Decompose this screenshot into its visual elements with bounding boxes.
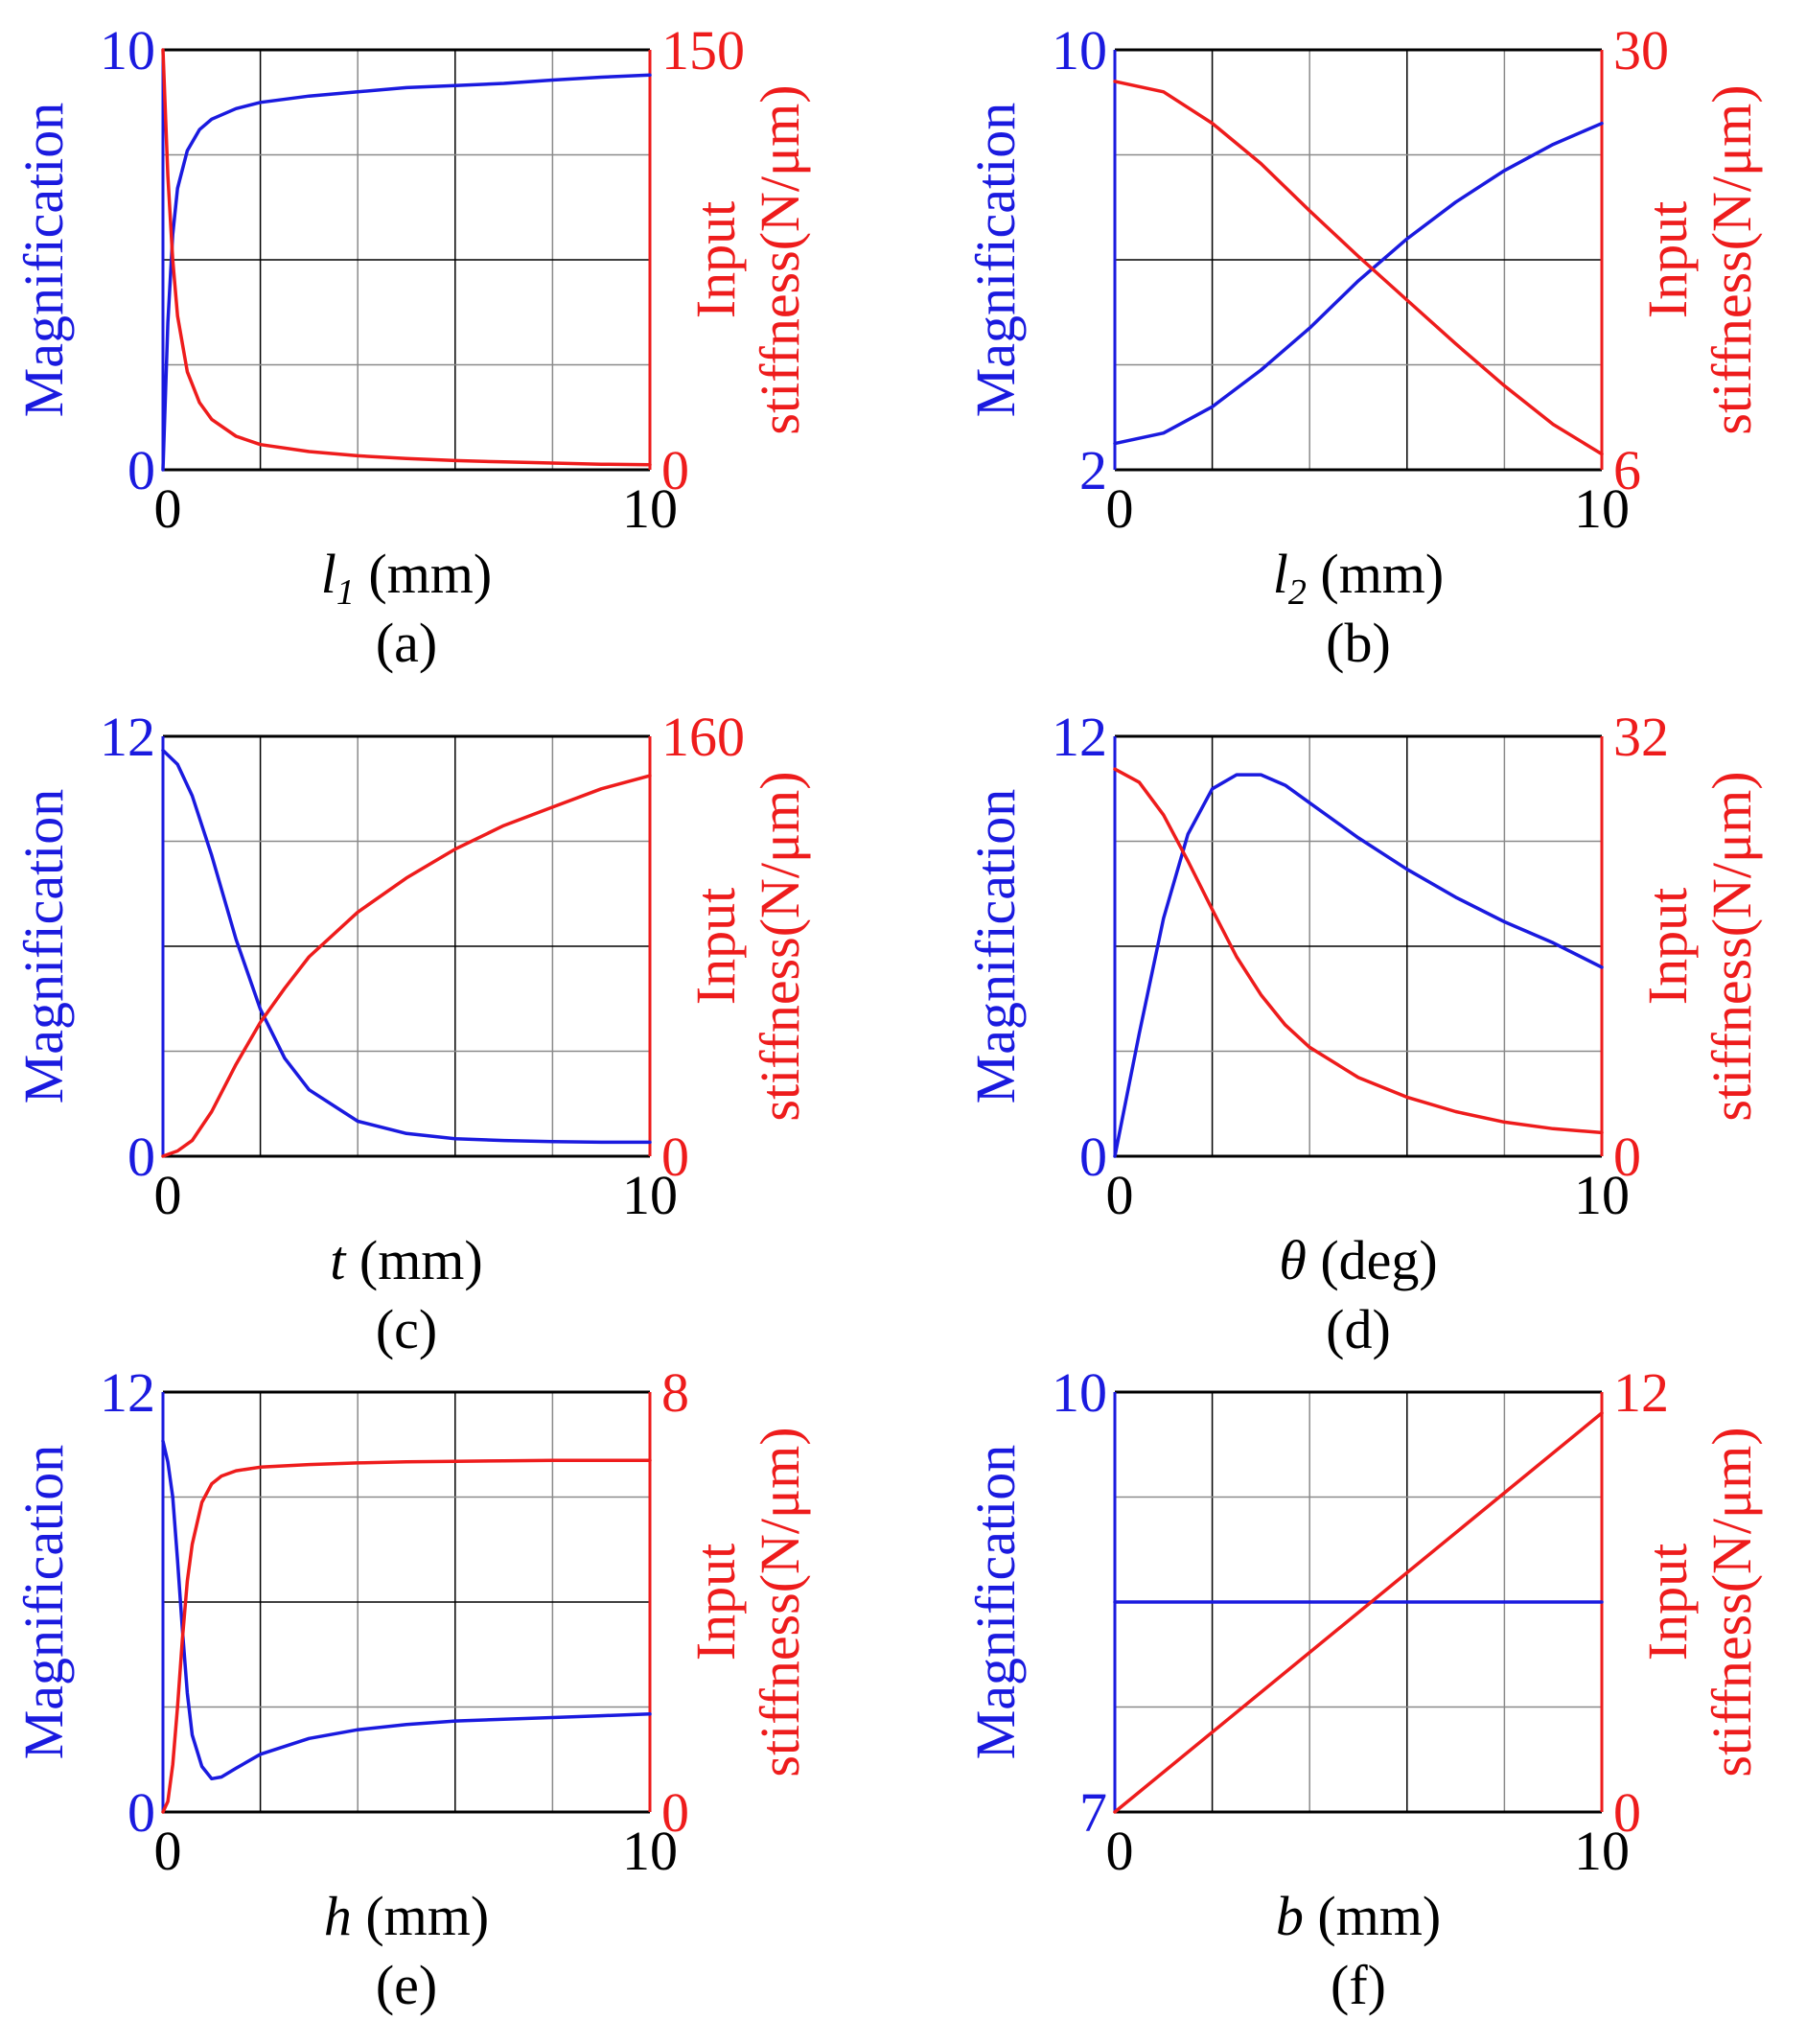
right-tick-max: 12 (1613, 1361, 1669, 1424)
left-axis-title: Magnification (12, 789, 75, 1104)
x-tick-max: 10 (622, 1820, 678, 1882)
left-tick-min: 2 (1079, 439, 1107, 501)
right-tick-min: 0 (661, 1781, 689, 1844)
x-axis-unit: (mm) (345, 1229, 482, 1291)
x-tick-min: 0 (1106, 1164, 1134, 1226)
x-axis-title: t (mm) (330, 1229, 482, 1291)
left-tick-min: 0 (127, 439, 155, 501)
left-axis-title: Magnification (964, 1445, 1027, 1760)
x-axis-variable: θ (1279, 1229, 1307, 1291)
panel-caption: (e) (376, 1954, 437, 2016)
series-line-input-stiffness (1113, 80, 1604, 456)
right-axis-title-line2: stiffness(N/μm) (1701, 84, 1763, 434)
x-axis-subscript: 1 (336, 572, 355, 613)
right-tick-min: 6 (1613, 439, 1641, 501)
right-tick-max: 150 (661, 19, 745, 81)
right-tick-max: 8 (661, 1361, 689, 1424)
left-tick-max: 12 (1052, 706, 1107, 768)
right-tick-max: 32 (1613, 706, 1669, 768)
x-axis-variable: b (1276, 1885, 1304, 1947)
x-tick-max: 10 (622, 1164, 678, 1226)
right-axis-title-line1: Input (1636, 888, 1699, 1005)
x-axis-variable: l (321, 543, 336, 605)
x-tick-max: 10 (1574, 477, 1630, 540)
left-tick-max: 12 (100, 706, 155, 768)
x-axis-title: l1 (mm) (321, 543, 492, 613)
left-tick-min: 0 (127, 1126, 155, 1188)
x-axis-unit: (mm) (1304, 1885, 1441, 1947)
x-axis-unit: (deg) (1307, 1229, 1438, 1291)
series-line-magnification (161, 1439, 652, 1781)
right-tick-max: 160 (661, 706, 745, 768)
left-tick-min: 0 (1079, 1126, 1107, 1188)
x-axis-unit: (mm) (355, 543, 492, 605)
right-axis-title-line2: stiffness(N/μm) (1701, 771, 1763, 1121)
left-tick-max: 12 (100, 1361, 155, 1424)
right-tick-min: 0 (1613, 1126, 1641, 1188)
series-line-input-stiffness (161, 48, 652, 467)
x-axis-unit: (mm) (1307, 543, 1444, 605)
right-axis-title-line2: stiffness(N/μm) (749, 771, 811, 1121)
series-line-magnification (161, 73, 652, 472)
left-axis-title: Magnification (964, 789, 1027, 1104)
panel-caption: (b) (1326, 612, 1391, 674)
series-line-magnification (1113, 773, 1604, 1158)
series-line-input-stiffness (161, 1458, 652, 1814)
x-axis-variable: h (324, 1885, 352, 1947)
series-line-magnification (161, 748, 652, 1145)
right-tick-max: 30 (1613, 19, 1669, 81)
x-tick-min: 0 (154, 477, 182, 540)
left-axis-title: Magnification (964, 103, 1027, 418)
series-line-magnification (1113, 121, 1604, 446)
right-axis-title-line2: stiffness(N/μm) (749, 1427, 811, 1777)
right-axis-title-line1: Input (684, 888, 747, 1005)
series-line-input-stiffness (1113, 767, 1604, 1135)
x-axis-title: θ (deg) (1279, 1229, 1437, 1291)
left-axis-title: Magnification (12, 1445, 75, 1760)
x-tick-min: 0 (154, 1820, 182, 1882)
right-tick-min: 0 (661, 1126, 689, 1188)
x-tick-min: 0 (154, 1164, 182, 1226)
left-axis-title: Magnification (12, 103, 75, 418)
x-tick-max: 10 (1574, 1820, 1630, 1882)
right-axis-title-line1: Input (684, 1544, 747, 1661)
series-line-input-stiffness (161, 774, 652, 1158)
x-axis-variable: l (1273, 543, 1288, 605)
right-axis-title-line1: Input (1636, 201, 1699, 318)
left-tick-max: 10 (1052, 19, 1107, 81)
right-axis-title-line2: stiffness(N/μm) (1701, 1427, 1763, 1777)
left-tick-min: 0 (127, 1781, 155, 1844)
x-tick-min: 0 (1106, 477, 1134, 540)
left-tick-max: 10 (1052, 1361, 1107, 1424)
x-axis-unit: (mm) (352, 1885, 489, 1947)
x-axis-title: l2 (mm) (1273, 543, 1444, 613)
left-tick-min: 7 (1079, 1781, 1107, 1844)
panel-caption: (a) (376, 612, 437, 674)
right-tick-min: 0 (661, 439, 689, 501)
x-tick-max: 10 (1574, 1164, 1630, 1226)
right-tick-min: 0 (1613, 1781, 1641, 1844)
x-axis-subscript: 2 (1288, 572, 1307, 613)
series-line-input-stiffness (1113, 1411, 1604, 1814)
left-tick-max: 10 (100, 19, 155, 81)
x-axis-title: h (mm) (324, 1885, 489, 1947)
right-axis-title-line2: stiffness(N/μm) (749, 84, 811, 434)
x-tick-min: 0 (1106, 1820, 1134, 1882)
x-axis-title: b (mm) (1276, 1885, 1441, 1947)
x-tick-max: 10 (622, 477, 678, 540)
right-axis-title-line1: Input (684, 201, 747, 318)
panel-caption: (c) (376, 1298, 437, 1360)
x-axis-variable: t (330, 1229, 347, 1291)
panel-caption: (d) (1326, 1298, 1391, 1360)
right-axis-title-line1: Input (1636, 1544, 1699, 1661)
panel-caption: (f) (1331, 1954, 1386, 2016)
